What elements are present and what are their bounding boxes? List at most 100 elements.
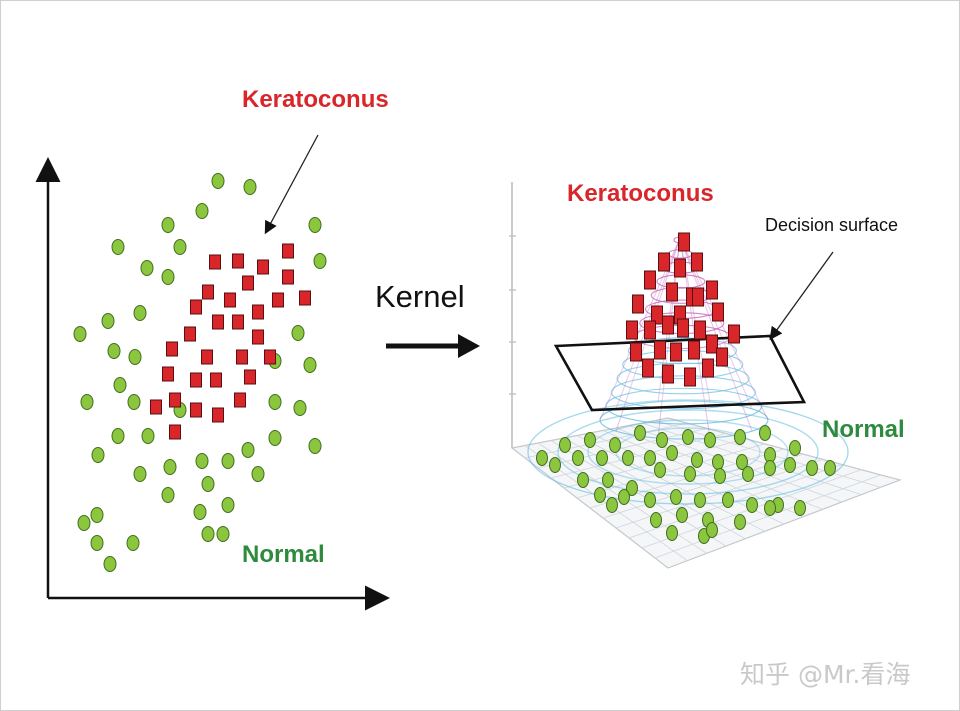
- normal-point: [609, 437, 621, 453]
- keratoconus-point: [201, 349, 213, 365]
- normal-point: [684, 466, 696, 482]
- normal-point: [193, 504, 207, 520]
- kernel-label: Kernel: [375, 279, 465, 314]
- keratoconus-point: [728, 324, 740, 344]
- normal-point: [691, 452, 703, 468]
- normal-point: [746, 497, 758, 513]
- keratoconus-point: [252, 329, 264, 345]
- normal-point: [706, 522, 718, 538]
- keratoconus-point: [150, 399, 162, 415]
- normal-point: [216, 526, 230, 542]
- normal-point: [682, 429, 694, 445]
- decision-surface-label: Decision surface: [765, 215, 898, 235]
- normal-point: [201, 526, 215, 542]
- normal-point: [133, 466, 147, 482]
- normal-point: [577, 472, 589, 488]
- normal-point: [73, 326, 87, 342]
- normal-point: [90, 507, 104, 523]
- keratoconus-point: [202, 284, 214, 300]
- keratoconus-point: [169, 424, 181, 440]
- right-keratoconus-points: [626, 232, 740, 387]
- keratoconus-point: [299, 290, 311, 306]
- normal-point: [644, 450, 656, 466]
- keratoconus-point: [272, 292, 284, 308]
- normal-point: [759, 425, 771, 441]
- keratoconus-point: [169, 392, 181, 408]
- normal-point: [650, 512, 662, 528]
- right-normal-points: [536, 425, 836, 544]
- left-axes: [35, 157, 390, 611]
- keratoconus-point: [684, 367, 696, 387]
- right-keratoconus-label: Keratoconus: [567, 180, 714, 207]
- normal-point: [90, 535, 104, 551]
- keratoconus-point: [190, 402, 202, 418]
- normal-point: [133, 305, 147, 321]
- keratoconus-point: [691, 252, 703, 272]
- normal-point: [806, 460, 818, 476]
- keratoconus-point: [166, 341, 178, 357]
- normal-point: [101, 313, 115, 329]
- keratoconus-point: [282, 243, 294, 259]
- normal-point: [303, 357, 317, 373]
- normal-point: [128, 349, 142, 365]
- left-keratoconus-points: [150, 243, 311, 440]
- keratoconus-point: [642, 358, 654, 378]
- normal-point: [211, 173, 225, 189]
- normal-point: [606, 497, 618, 513]
- normal-point: [784, 457, 796, 473]
- normal-point: [308, 217, 322, 233]
- normal-point: [111, 428, 125, 444]
- normal-point: [173, 239, 187, 255]
- normal-point: [308, 438, 322, 454]
- normal-point: [666, 445, 678, 461]
- normal-point: [634, 425, 646, 441]
- keratoconus-point: [674, 258, 686, 278]
- keratoconus-point: [236, 349, 248, 365]
- normal-point: [195, 453, 209, 469]
- normal-point: [91, 447, 105, 463]
- normal-point: [622, 450, 634, 466]
- keratoconus-point: [688, 340, 700, 360]
- keratoconus-point: [670, 342, 682, 362]
- normal-point: [161, 487, 175, 503]
- normal-point: [694, 492, 706, 508]
- keratoconus-point: [651, 305, 663, 325]
- keratoconus-point: [190, 299, 202, 315]
- normal-point: [140, 260, 154, 276]
- normal-point: [221, 453, 235, 469]
- right-normal-label: Normal: [822, 416, 905, 443]
- normal-point: [77, 515, 91, 531]
- normal-point: [764, 460, 776, 476]
- normal-point: [126, 535, 140, 551]
- keratoconus-point: [630, 342, 642, 362]
- keratoconus-point: [244, 369, 256, 385]
- keratoconus-point: [666, 282, 678, 302]
- decision-surface-pointer: [769, 251, 834, 341]
- normal-point: [536, 450, 548, 466]
- normal-point: [268, 430, 282, 446]
- left-normal-label: Normal: [242, 541, 325, 568]
- normal-point: [107, 343, 121, 359]
- normal-point: [734, 514, 746, 530]
- normal-point: [824, 460, 836, 476]
- keratoconus-pointer-arrow: [264, 134, 319, 235]
- normal-point: [268, 394, 282, 410]
- normal-point: [742, 466, 754, 482]
- normal-point: [127, 394, 141, 410]
- normal-point: [626, 480, 638, 496]
- normal-point: [670, 489, 682, 505]
- keratoconus-point: [706, 280, 718, 300]
- normal-point: [764, 500, 776, 516]
- normal-point: [656, 432, 668, 448]
- normal-point: [103, 556, 117, 572]
- normal-point: [201, 476, 215, 492]
- normal-point: [654, 462, 666, 478]
- keratoconus-point: [162, 366, 174, 382]
- keratoconus-point: [212, 314, 224, 330]
- keratoconus-point: [694, 320, 706, 340]
- keratoconus-point: [257, 259, 269, 275]
- keratoconus-point: [252, 304, 264, 320]
- keratoconus-point: [232, 314, 244, 330]
- normal-point: [161, 269, 175, 285]
